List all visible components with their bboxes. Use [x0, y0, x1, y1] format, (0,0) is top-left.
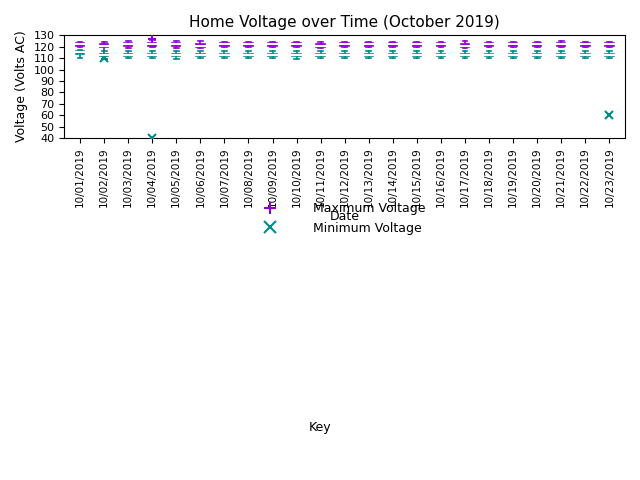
- Bar: [100, 54, 108, 56]
- Bar: [124, 43, 132, 46]
- Bar: [509, 43, 517, 46]
- Bar: [268, 54, 276, 56]
- Bar: [365, 54, 373, 56]
- Legend: Maximum Voltage, Minimum Voltage: Maximum Voltage, Minimum Voltage: [259, 197, 431, 240]
- Bar: [196, 54, 205, 56]
- Bar: [605, 43, 614, 46]
- Bar: [76, 51, 84, 54]
- Bar: [340, 43, 349, 46]
- Bar: [581, 54, 589, 56]
- Bar: [124, 54, 132, 56]
- Bar: [244, 54, 253, 56]
- Bar: [100, 45, 108, 47]
- Bar: [436, 43, 445, 46]
- Y-axis label: Voltage (Volts AC): Voltage (Volts AC): [15, 31, 28, 143]
- Bar: [461, 54, 469, 56]
- Bar: [268, 43, 276, 46]
- Bar: [244, 43, 253, 46]
- Bar: [557, 54, 566, 56]
- Bar: [509, 54, 517, 56]
- Bar: [485, 54, 493, 56]
- Bar: [172, 43, 180, 46]
- Bar: [340, 54, 349, 56]
- Bar: [388, 54, 397, 56]
- Bar: [388, 43, 397, 46]
- Bar: [148, 43, 156, 46]
- Bar: [533, 43, 541, 46]
- Bar: [533, 54, 541, 56]
- Bar: [485, 43, 493, 46]
- Bar: [316, 54, 325, 56]
- Bar: [365, 43, 373, 46]
- Bar: [76, 43, 84, 46]
- Bar: [292, 43, 301, 46]
- Bar: [436, 54, 445, 56]
- Bar: [413, 54, 421, 56]
- Bar: [172, 54, 180, 56]
- Bar: [292, 54, 301, 56]
- Bar: [605, 54, 614, 56]
- Bar: [148, 54, 156, 56]
- Bar: [220, 54, 228, 56]
- Bar: [581, 43, 589, 46]
- Title: Home Voltage over Time (October 2019): Home Voltage over Time (October 2019): [189, 15, 500, 30]
- X-axis label: Date: Date: [330, 210, 360, 223]
- Bar: [316, 45, 325, 47]
- Bar: [557, 43, 566, 46]
- Bar: [461, 45, 469, 47]
- Bar: [196, 45, 205, 47]
- Bar: [220, 43, 228, 46]
- Bar: [413, 43, 421, 46]
- Text: Key: Key: [308, 421, 332, 434]
